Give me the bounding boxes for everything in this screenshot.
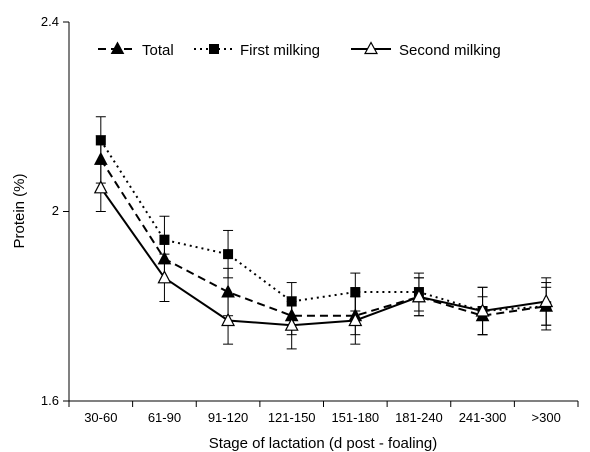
data-point — [475, 303, 490, 317]
legend-marker-second-milking — [363, 41, 379, 55]
legend-label-total: Total — [142, 42, 174, 59]
data-point — [539, 293, 554, 308]
legend-item-total: Total — [98, 41, 174, 59]
y-axis: 1.6 2 2.4 Protein (%) — [11, 14, 70, 408]
data-point — [411, 288, 426, 303]
data-point — [93, 180, 108, 194]
x-tick-label: 30-60 — [84, 410, 117, 425]
data-point — [221, 312, 236, 327]
data-point — [221, 284, 235, 298]
legend-item-first-milking: First milking — [194, 42, 320, 59]
data-point — [348, 312, 363, 327]
data-point — [350, 287, 361, 298]
y-axis-title: Protein (%) — [11, 173, 28, 248]
x-tick-label: 181-240 — [395, 410, 443, 425]
data-point — [95, 135, 106, 146]
series-line — [99, 139, 547, 312]
plot-area — [93, 116, 554, 350]
legend-label-second-milking: Second milking — [399, 42, 501, 59]
x-tick-label: >300 — [532, 410, 561, 425]
series-line — [99, 187, 547, 327]
legend-label-first-milking: First milking — [240, 42, 320, 59]
series-2 — [93, 163, 554, 350]
x-tick-labels: 30-60 61-90 91-120 121-150 151-180 181-240 241… — [84, 410, 561, 425]
x-tick-label: 121-150 — [268, 410, 316, 425]
x-tick-label: 61-90 — [148, 410, 181, 425]
legend-marker-total — [110, 41, 125, 54]
series-line — [99, 158, 547, 317]
data-point — [223, 249, 234, 260]
x-ticks — [68, 401, 579, 407]
data-point — [157, 270, 172, 284]
x-axis-title: Stage of lactation (d post - foaling) — [209, 435, 437, 452]
x-tick-label: 241-300 — [459, 410, 507, 425]
data-point — [159, 234, 170, 245]
legend: Total First milking Second milking — [98, 41, 501, 59]
legend-marker-first-milking — [209, 44, 219, 54]
y-tick-label: 2.4 — [41, 14, 59, 29]
legend-item-second-milking: Second milking — [351, 41, 501, 59]
x-tick-label: 91-120 — [208, 410, 248, 425]
y-tick-label: 2 — [52, 203, 59, 218]
data-point — [284, 317, 299, 331]
x-axis: 30-60 61-90 91-120 121-150 151-180 181-240 241… — [68, 400, 579, 452]
y-tick-label: 1.6 — [41, 393, 59, 408]
x-tick-label: 151-180 — [331, 410, 379, 425]
